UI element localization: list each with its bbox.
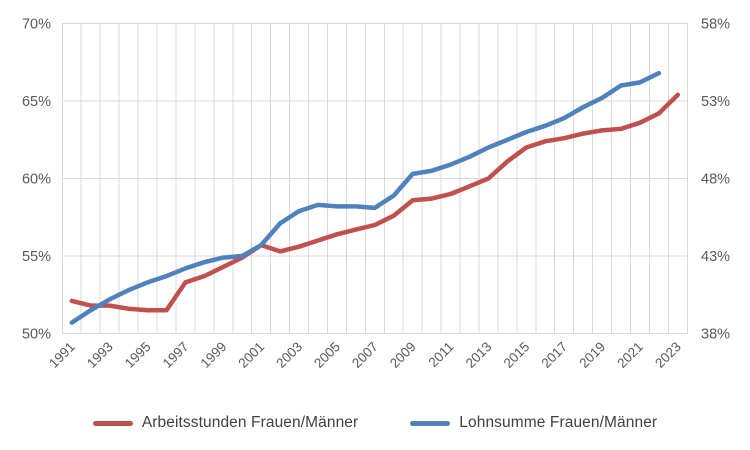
x-axis-tick-label: 2023: [652, 339, 684, 371]
legend-item-arbeitsstunden: Arbeitsstunden Frauen/Männer: [92, 414, 359, 432]
left-axis-tick-label: 70%: [22, 17, 51, 33]
right-axis-tick-label: 38%: [701, 327, 730, 343]
series-line-arbeitsstunden: [69, 92, 681, 313]
red-line-swatch-icon: [92, 420, 133, 426]
x-axis-tick-label: 1999: [198, 339, 230, 371]
left-axis-tick-label: 55%: [22, 249, 51, 265]
right-axis-tick-label: 58%: [701, 17, 730, 33]
right-axis-tick-label: 43%: [701, 249, 730, 265]
legend-item-lohnsumme: Lohnsumme Frauen/Männer: [410, 414, 657, 432]
x-axis-tick-label: 2003: [273, 339, 305, 371]
chart-legend: Arbeitsstunden Frauen/Männer Lohnsumme F…: [0, 402, 750, 444]
right-axis-tick-label: 53%: [701, 94, 730, 110]
x-axis-tick-label: 1997: [160, 339, 192, 371]
x-axis-tick-label: 2011: [426, 339, 457, 370]
legend-label-lohnsumme: Lohnsumme Frauen/Männer: [459, 414, 658, 431]
x-axis-tick-label: 2015: [501, 339, 533, 371]
x-axis-tick-label: 2017: [538, 339, 570, 371]
x-axis-tick-label: 1993: [84, 339, 116, 371]
legend-label-arbeitsstunden: Arbeitsstunden Frauen/Männer: [141, 414, 359, 431]
left-axis-tick-label: 60%: [22, 172, 51, 188]
chart-svg: 50%55%60%65%70%38%43%48%53%58%1991 1993 19…: [22, 17, 730, 371]
x-axis-tick-label: 2001: [235, 339, 267, 371]
x-axis-tick-label: 2009: [387, 339, 419, 371]
left-axis-tick-label: 50%: [22, 327, 51, 343]
left-axis-tick-label: 65%: [22, 94, 51, 110]
series-line-lohnsumme: [69, 70, 662, 325]
right-axis-tick-label: 48%: [701, 172, 730, 188]
blue-line-swatch-icon: [410, 420, 451, 426]
line-chart: 50% 55% 60% 65% 70% 38% 43% 48% 53% 58% 1991 1993 19…: [22, 17, 730, 371]
x-axis-tick-label: 2013: [463, 339, 495, 371]
x-axis-tick-label: 1991: [46, 339, 78, 371]
x-axis-tick-label: 2021: [614, 339, 646, 371]
x-axis-tick-label: 2005: [311, 339, 343, 371]
x-axis-tick-label: 2007: [349, 339, 381, 371]
x-axis-tick-label: 2019: [576, 339, 608, 371]
x-axis-tick-label: 1995: [122, 339, 154, 371]
gridlines: [61, 23, 688, 334]
